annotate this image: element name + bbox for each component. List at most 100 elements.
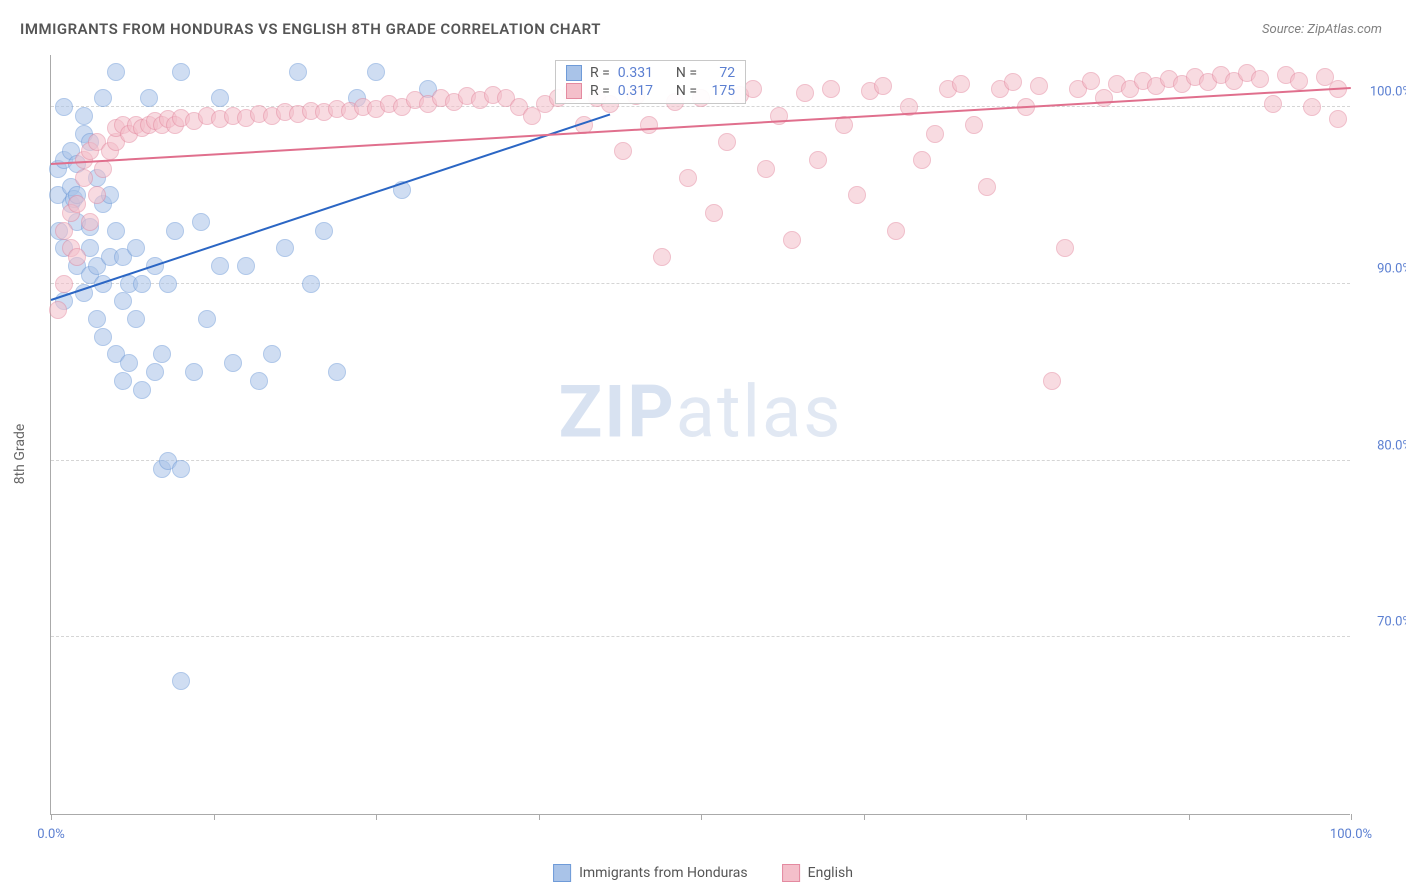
y-tick-label: 70.0% [1377,615,1406,630]
stats-n-label: N = [676,83,697,99]
scatter-point-honduras [263,345,281,363]
scatter-point-english [68,248,86,266]
y-tick-label: 80.0% [1377,438,1406,453]
source-attribution: Source: ZipAtlas.com [1262,22,1382,37]
scatter-point-english [94,160,112,178]
scatter-point-honduras [211,257,229,275]
x-tick [214,814,215,820]
trend-line-honduras [51,114,611,301]
y-tick-label: 90.0% [1377,261,1406,276]
stats-r-label: R = [590,65,610,81]
scatter-point-english [822,80,840,98]
scatter-point-english [718,133,736,151]
scatter-point-english [757,160,775,178]
stats-n-value: 175 [705,83,735,99]
stats-n-label: N = [676,65,697,81]
scatter-point-english [705,204,723,222]
scatter-point-honduras [328,363,346,381]
scatter-point-honduras [302,275,320,293]
scatter-point-english [1095,89,1113,107]
scatter-point-honduras [211,89,229,107]
y-tick-label: 100.0% [1370,85,1406,100]
scatter-point-honduras [94,89,112,107]
scatter-point-honduras [237,257,255,275]
scatter-point-english [653,248,671,266]
scatter-point-english [874,77,892,95]
scatter-point-english [1329,110,1347,128]
x-tick [701,814,702,820]
scatter-point-english [1056,239,1074,257]
scatter-point-honduras [198,310,216,328]
scatter-point-english [1004,73,1022,91]
scatter-point-honduras [75,107,93,125]
scatter-point-honduras [120,354,138,372]
legend-label-english: English [808,865,853,881]
scatter-point-honduras [153,345,171,363]
scatter-point-honduras [172,460,190,478]
scatter-point-english [1030,77,1048,95]
scatter-point-english [55,275,73,293]
scatter-point-english [1043,372,1061,390]
stats-r-label: R = [590,83,610,99]
scatter-point-honduras [107,63,125,81]
legend: Immigrants from Honduras English [553,864,853,882]
scatter-point-honduras [159,275,177,293]
scatter-point-english [75,169,93,187]
legend-label-honduras: Immigrants from Honduras [579,865,748,881]
x-tick [1351,814,1352,820]
scatter-point-honduras [192,213,210,231]
x-tick-label: 0.0% [37,827,65,842]
watermark-bold: ZIP [559,369,676,454]
scatter-point-honduras [133,381,151,399]
scatter-point-honduras [146,363,164,381]
scatter-point-honduras [367,63,385,81]
scatter-point-honduras [166,222,184,240]
scatter-point-english [1303,98,1321,116]
scatter-point-english [1082,72,1100,90]
scatter-point-honduras [55,98,73,116]
watermark-light: atlas [676,369,843,454]
scatter-point-english [679,169,697,187]
stats-box: R =0.331 N =72R =0.317 N =175 [555,60,746,104]
scatter-point-english [49,301,67,319]
scatter-point-honduras [185,363,203,381]
scatter-point-honduras [315,222,333,240]
scatter-point-english [887,222,905,240]
scatter-point-english [1264,95,1282,113]
scatter-point-honduras [114,292,132,310]
stats-row-honduras: R =0.331 N =72 [566,65,735,81]
scatter-point-honduras [172,672,190,690]
scatter-point-honduras [172,63,190,81]
gridline [51,636,1350,637]
x-tick [1189,814,1190,820]
stats-r-value: 0.331 [618,65,653,81]
scatter-point-honduras [127,239,145,257]
scatter-point-english [68,195,86,213]
scatter-point-honduras [289,63,307,81]
plot-area: ZIPatlas 70.0%80.0%90.0%100.0%0.0%100.0% [50,55,1350,815]
legend-item-honduras: Immigrants from Honduras [553,864,748,882]
scatter-point-english [848,186,866,204]
scatter-point-honduras [276,239,294,257]
scatter-point-english [952,75,970,93]
x-tick [864,814,865,820]
scatter-point-english [88,186,106,204]
scatter-point-english [55,222,73,240]
x-tick-label: 100.0% [1330,827,1372,842]
scatter-point-honduras [127,310,145,328]
stats-swatch-english [566,83,582,99]
x-tick [539,814,540,820]
scatter-point-english [614,142,632,160]
x-tick [376,814,377,820]
legend-swatch-honduras [553,864,571,882]
scatter-point-english [978,178,996,196]
scatter-point-honduras [224,354,242,372]
legend-swatch-english [782,864,800,882]
scatter-point-english [965,116,983,134]
x-tick [1026,814,1027,820]
stats-row-english: R =0.317 N =175 [566,83,735,99]
y-axis-title: 8th Grade [12,424,28,485]
scatter-point-honduras [140,89,158,107]
watermark: ZIPatlas [559,369,843,454]
scatter-point-honduras [114,372,132,390]
